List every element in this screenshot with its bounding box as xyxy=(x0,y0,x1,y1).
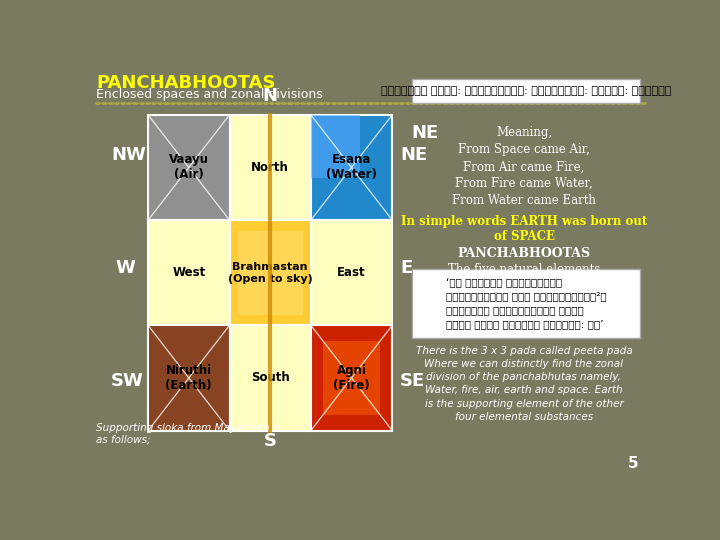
Bar xyxy=(311,115,360,178)
Bar xyxy=(412,269,640,338)
Bar xyxy=(311,325,392,430)
Text: From Space came Air,: From Space came Air, xyxy=(458,143,590,157)
Text: From Fire came Water,: From Fire came Water, xyxy=(455,177,593,190)
Text: E: E xyxy=(400,259,413,276)
Text: Enclosed spaces and zonal divisions: Enclosed spaces and zonal divisions xyxy=(96,88,323,101)
Text: Esana
(Water): Esana (Water) xyxy=(326,153,377,181)
Bar xyxy=(230,220,311,325)
Text: Meaning,: Meaning, xyxy=(496,126,552,139)
Text: SW: SW xyxy=(111,372,144,390)
Bar xyxy=(148,115,230,220)
Text: N: N xyxy=(263,87,278,105)
Text: Brahmastan
(Open to sky): Brahmastan (Open to sky) xyxy=(228,262,312,284)
Text: Agni
(Fire): Agni (Fire) xyxy=(333,364,370,392)
Bar xyxy=(412,79,640,103)
Text: NW: NW xyxy=(111,146,145,164)
Text: South: South xyxy=(251,372,289,384)
Text: From Air came Fire,: From Air came Fire, xyxy=(463,160,585,173)
Text: PANCHABHOOTAS: PANCHABHOOTAS xyxy=(96,74,276,92)
Bar xyxy=(148,325,230,430)
Text: From Water came Earth: From Water came Earth xyxy=(452,194,596,207)
Text: PANCHABHOOTAS: PANCHABHOOTAS xyxy=(457,247,590,260)
Bar xyxy=(230,325,311,430)
Text: The five natural elements: The five natural elements xyxy=(448,262,600,276)
Text: W: W xyxy=(116,259,135,276)
Text: Supporting sloka from Mayamata is
as follows;: Supporting sloka from Mayamata is as fol… xyxy=(96,423,281,444)
Text: In simple words EARTH was born out
of SPACE: In simple words EARTH was born out of SP… xyxy=(401,215,647,243)
Bar xyxy=(238,231,302,315)
Bar xyxy=(323,341,380,415)
Bar xyxy=(311,220,392,325)
Text: Vaayu
(Air): Vaayu (Air) xyxy=(168,153,209,181)
Text: North: North xyxy=(251,161,289,174)
Text: 5: 5 xyxy=(628,456,639,471)
Bar xyxy=(148,220,230,325)
Text: East: East xyxy=(337,266,366,279)
Text: There is the 3 x 3 pada called peeta pada
Where we can distinctly find the zonal: There is the 3 x 3 pada called peeta pad… xyxy=(415,346,632,422)
Text: आकाशात् वायु: वायोरग्नि: अग्नेराप: अद्भि: पृथ्वी: आकाशात् वायु: वायोरग्नि: अग्नेराप: अद्भि… xyxy=(381,86,671,96)
Text: ‘अथ पीठपदे नवभागयुते
दिशिदिश्यथ वेद चतुष्ठयकम्²।
विदुरीश पदाद्युदकं दहनं
गगनं पव: ‘अथ पीठपदे नवभागयुते दिशिदिश्यथ वेद चतुष… xyxy=(446,278,606,329)
Bar xyxy=(230,115,311,220)
Bar xyxy=(311,115,392,220)
Text: Niruthi
(Earth): Niruthi (Earth) xyxy=(166,364,212,392)
Text: NE: NE xyxy=(412,124,439,142)
Text: SE: SE xyxy=(400,372,426,390)
Text: NE: NE xyxy=(400,146,427,164)
Text: West: West xyxy=(172,266,205,279)
Text: S: S xyxy=(264,432,276,450)
